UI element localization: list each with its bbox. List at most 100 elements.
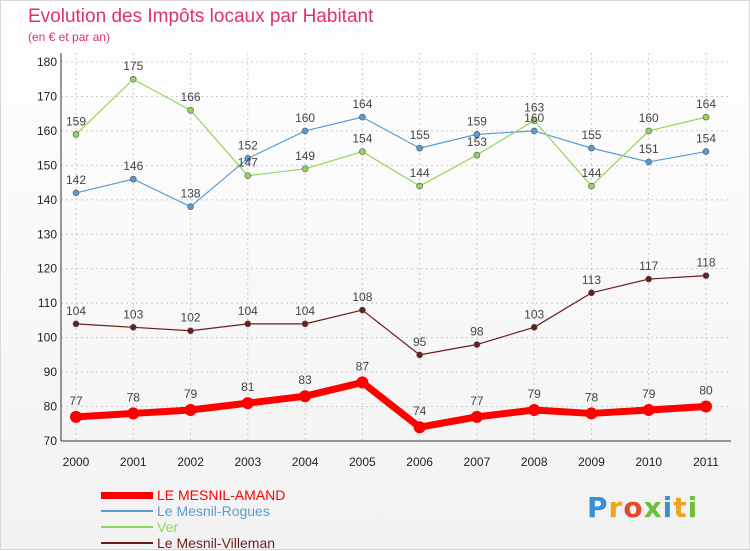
data-label: 78 bbox=[127, 390, 141, 404]
data-point bbox=[359, 148, 366, 155]
x-tick-label: 2005 bbox=[349, 455, 376, 469]
data-label: 154 bbox=[696, 132, 716, 146]
data-label: 144 bbox=[581, 166, 601, 180]
data-label: 103 bbox=[524, 307, 544, 321]
x-tick-label: 2004 bbox=[292, 455, 319, 469]
data-label: 155 bbox=[581, 128, 601, 142]
data-point bbox=[129, 323, 137, 331]
data-label: 98 bbox=[470, 325, 484, 339]
data-label: 153 bbox=[467, 135, 487, 149]
series-line bbox=[75, 275, 707, 356]
legend-swatch bbox=[101, 526, 153, 528]
data-label: 117 bbox=[639, 259, 658, 273]
data-point bbox=[129, 75, 137, 83]
legend-swatch bbox=[101, 510, 153, 512]
x-tick-label: 2011 bbox=[693, 455, 719, 469]
chart-subtitle: (en € et par an) bbox=[28, 30, 111, 44]
legend-swatch bbox=[101, 542, 153, 544]
data-point bbox=[359, 306, 366, 314]
data-label: 159 bbox=[66, 114, 86, 128]
series-line bbox=[75, 78, 707, 187]
data-point bbox=[356, 376, 369, 389]
data-label: 78 bbox=[585, 390, 599, 404]
y-tick-label: 150 bbox=[37, 158, 57, 172]
data-point bbox=[72, 189, 80, 197]
chart-series bbox=[70, 75, 712, 434]
data-label: 95 bbox=[413, 335, 427, 349]
logo-letter: r bbox=[608, 491, 624, 524]
data-label: 164 bbox=[696, 97, 716, 111]
x-tick-label: 2003 bbox=[234, 455, 261, 469]
legend-item: Le Mesnil-Villeman bbox=[101, 535, 285, 551]
data-point bbox=[702, 148, 710, 155]
data-point bbox=[299, 390, 312, 403]
data-point bbox=[530, 323, 538, 331]
data-point bbox=[301, 127, 309, 135]
data-label: 108 bbox=[352, 290, 372, 304]
x-tick-label: 2001 bbox=[120, 455, 147, 469]
y-tick-label: 80 bbox=[44, 400, 58, 414]
logo-letter: x bbox=[643, 491, 663, 524]
data-point bbox=[359, 113, 366, 121]
data-label: 79 bbox=[642, 387, 656, 401]
data-point bbox=[530, 117, 538, 124]
data-point bbox=[244, 320, 252, 328]
x-tick-label: 2010 bbox=[635, 455, 662, 469]
data-label: 144 bbox=[410, 166, 430, 180]
data-label: 166 bbox=[181, 90, 201, 104]
x-tick-label: 2002 bbox=[177, 455, 204, 469]
data-label: 79 bbox=[184, 387, 198, 401]
data-label: 159 bbox=[467, 114, 487, 128]
chart-grid bbox=[61, 53, 731, 442]
data-point bbox=[416, 182, 423, 190]
y-tick-label: 120 bbox=[37, 262, 57, 276]
data-label: 147 bbox=[238, 156, 258, 170]
data-point bbox=[645, 158, 653, 166]
x-tick-label: 2000 bbox=[63, 455, 90, 469]
data-point bbox=[588, 144, 595, 152]
data-point bbox=[642, 403, 655, 416]
data-label: 104 bbox=[66, 304, 86, 318]
legend-item: Ver bbox=[101, 519, 285, 535]
data-label: 79 bbox=[528, 387, 542, 401]
y-tick-label: 130 bbox=[37, 227, 57, 241]
data-label: 113 bbox=[582, 273, 601, 287]
data-label: 160 bbox=[639, 111, 659, 125]
data-point bbox=[528, 403, 541, 416]
logo-letter: P bbox=[587, 491, 609, 524]
legend-swatch bbox=[101, 491, 153, 499]
data-point bbox=[700, 400, 712, 413]
data-label: 77 bbox=[470, 394, 484, 408]
logo-letter: o bbox=[623, 491, 644, 524]
y-tick-label: 180 bbox=[37, 55, 57, 69]
logo-letter: t bbox=[673, 491, 688, 524]
data-label: 138 bbox=[181, 187, 201, 201]
legend-label: LE MESNIL-AMAND bbox=[157, 487, 286, 503]
x-tick-label: 2008 bbox=[521, 455, 548, 469]
proxiti-logo: Proxiti bbox=[587, 491, 698, 524]
legend-label: Ver bbox=[157, 519, 179, 535]
data-point bbox=[702, 272, 710, 279]
data-label: 74 bbox=[413, 404, 427, 418]
data-point bbox=[187, 203, 194, 211]
data-label: 154 bbox=[352, 132, 372, 146]
data-point bbox=[470, 410, 483, 423]
y-tick-label: 70 bbox=[44, 434, 58, 448]
data-label: 87 bbox=[356, 359, 370, 373]
data-point bbox=[473, 131, 481, 138]
data-label: 104 bbox=[295, 304, 315, 318]
data-point bbox=[187, 327, 194, 335]
data-label: 103 bbox=[123, 307, 143, 321]
series-line bbox=[75, 378, 707, 431]
data-point bbox=[72, 320, 80, 328]
data-label: 164 bbox=[352, 97, 372, 111]
data-label: 160 bbox=[524, 111, 544, 125]
data-point bbox=[416, 144, 423, 152]
chart-legend: LE MESNIL-AMAND Le Mesnil-Rogues Ver Le Mes… bbox=[101, 487, 285, 551]
data-point bbox=[588, 182, 595, 190]
data-point bbox=[301, 320, 309, 328]
y-tick-label: 90 bbox=[44, 365, 58, 379]
data-label: 83 bbox=[298, 373, 312, 387]
x-tick-label: 2006 bbox=[406, 455, 433, 469]
